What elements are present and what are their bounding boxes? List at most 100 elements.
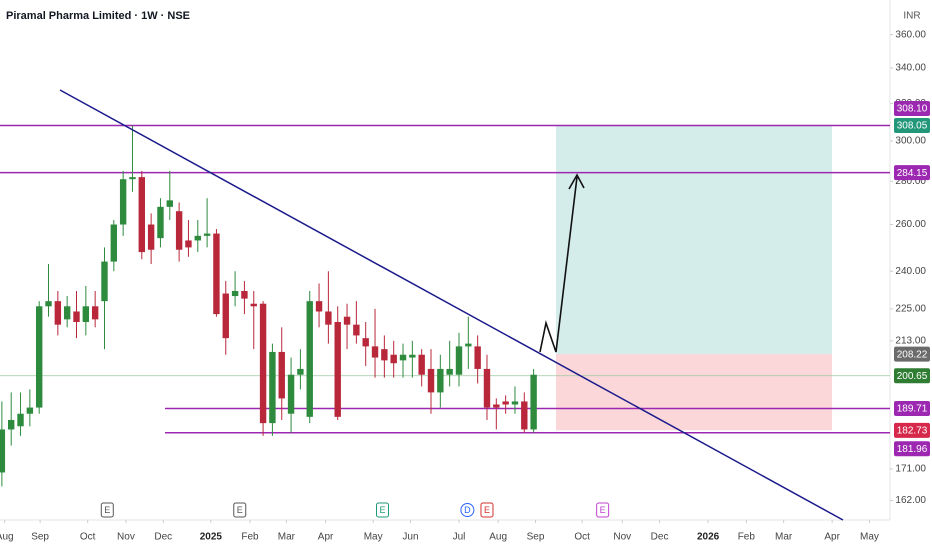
price-label-box	[894, 118, 930, 134]
x-tick-label: Feb	[241, 532, 259, 543]
x-tick-label: Dec	[154, 532, 172, 543]
x-tick-label: Aug	[489, 532, 507, 543]
candle-body	[231, 291, 239, 297]
y-tick-label: 340.00	[895, 63, 926, 74]
x-tick-label: Sep	[527, 532, 545, 543]
candle-body	[465, 343, 472, 347]
x-tick-label: Nov	[117, 532, 135, 543]
candle-body	[147, 224, 155, 250]
plot-area	[0, 89, 890, 521]
event-marker	[596, 502, 610, 518]
price-label: 308.05	[897, 121, 928, 132]
candle-body	[269, 351, 276, 424]
candle-body	[511, 401, 519, 405]
x-tick-label: Sep	[31, 532, 49, 543]
candle-body	[26, 407, 34, 414]
candle-body	[474, 346, 481, 369]
x-tick-label: May	[860, 532, 879, 543]
price-label: 284.15	[897, 168, 928, 179]
candle-body	[73, 311, 80, 323]
candle-body	[362, 338, 369, 347]
price-label: 181.96	[897, 444, 928, 455]
event-marker	[480, 502, 494, 518]
candle-body	[222, 293, 229, 339]
y-tick-label: 360.00	[895, 29, 926, 40]
candle-body	[194, 235, 201, 241]
x-tick-label: 2025	[200, 532, 223, 543]
y-tick-label: 280.00	[895, 176, 926, 187]
stop-zone	[556, 354, 832, 431]
event-label: E	[237, 505, 243, 515]
candle-body	[157, 206, 164, 239]
candle-body	[371, 346, 379, 358]
candle-body	[175, 211, 183, 250]
candle-body	[119, 179, 127, 225]
candle-body	[437, 368, 444, 393]
x-tick-label: Apr	[318, 532, 334, 543]
candle-body	[427, 368, 435, 393]
candle-body	[7, 419, 15, 430]
x-tick-label: Jun	[402, 532, 418, 543]
candle-body	[530, 374, 537, 430]
candle-body	[45, 301, 52, 307]
candle-body	[334, 322, 341, 417]
price-label-box	[894, 400, 930, 416]
candle-body	[399, 354, 407, 361]
candle-body	[110, 224, 118, 262]
price-label-box	[894, 346, 930, 362]
candle-body	[306, 301, 313, 417]
profit-zone	[556, 125, 832, 355]
x-tick-label: Oct	[574, 532, 590, 543]
event-label: E	[104, 505, 110, 515]
x-tick-label: Oct	[80, 532, 96, 543]
candle-body	[259, 303, 267, 424]
price-label-box	[894, 441, 930, 457]
event-label: E	[600, 505, 606, 515]
candle-body	[390, 354, 397, 364]
x-tick-label: Apr	[824, 532, 840, 543]
candle-body	[82, 306, 90, 323]
event-label: E	[379, 505, 385, 515]
candle-body	[381, 349, 388, 361]
y-tick-label: 300.00	[895, 136, 926, 147]
y-tick-label: 260.00	[895, 219, 926, 230]
candle-body	[493, 404, 500, 408]
candle-body	[343, 316, 351, 325]
candle-body	[353, 324, 360, 336]
event-marker	[100, 502, 114, 518]
candle-body	[129, 177, 136, 180]
candle-body	[0, 429, 6, 473]
event-label: E	[484, 505, 490, 515]
arrow-head	[568, 173, 585, 190]
y-tick-label: 213.00	[895, 336, 926, 347]
candle-body	[166, 200, 173, 207]
candle-body	[101, 261, 108, 302]
y-tick-label: 240.00	[895, 266, 926, 277]
x-tick-label: May	[364, 532, 383, 543]
event-marker	[375, 502, 389, 518]
price-label: 189.71	[897, 404, 928, 415]
event-marker	[460, 503, 475, 517]
y-tick-label: 171.00	[895, 464, 926, 475]
x-tick-label: Feb	[738, 532, 756, 543]
price-label-box	[894, 368, 930, 384]
price-label-box	[894, 100, 930, 116]
candle-body	[325, 311, 332, 325]
candle-body	[17, 413, 24, 427]
candle-body	[91, 306, 99, 320]
candle-body	[213, 233, 220, 315]
candle-body	[185, 240, 192, 248]
candle-body	[203, 233, 211, 236]
price-label: 208.22	[897, 349, 928, 360]
chart-title: Piramal Pharma Limited · 1W · NSE	[6, 10, 190, 22]
candle-body	[502, 401, 509, 405]
candle-body	[409, 354, 416, 358]
price-label-box	[894, 165, 930, 181]
x-tick-label: 2026	[697, 532, 720, 543]
candle-body	[297, 368, 304, 375]
price-label: 182.73	[897, 425, 928, 436]
x-tick-label: Jul	[453, 532, 466, 543]
y-tick-label: 225.00	[895, 304, 926, 315]
